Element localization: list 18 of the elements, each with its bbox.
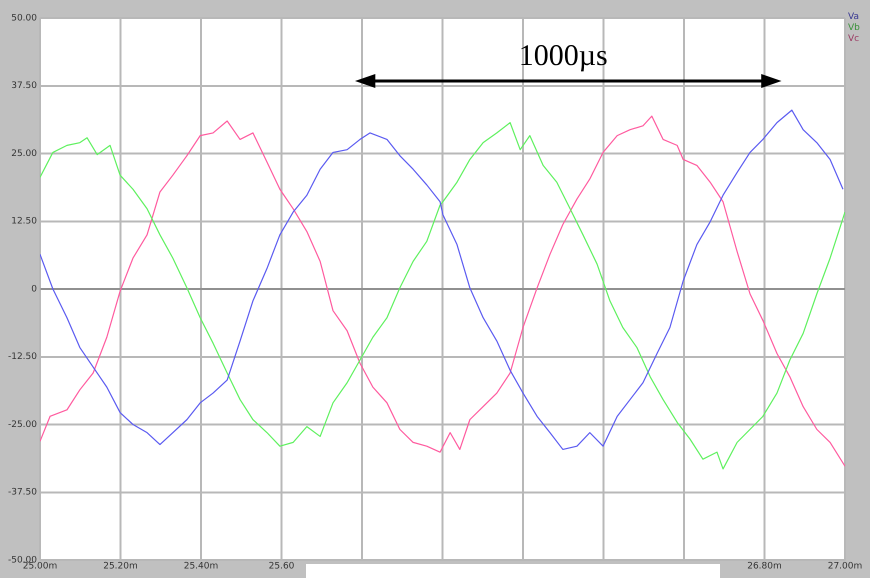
x-tick-label: 27.00m <box>828 562 862 572</box>
y-tick-label: 50.00 <box>11 13 38 24</box>
y-tick-label: -25.00 <box>8 420 38 430</box>
y-tick-label: -12.50 <box>8 352 38 362</box>
x-tick-label: 25.60 <box>268 562 295 572</box>
x-tick-label: 26.80m <box>747 562 782 572</box>
x-tick-label: 25.00m <box>22 562 58 572</box>
x-tick-label: 25.20m <box>103 562 138 572</box>
text: Vb <box>848 22 860 33</box>
y-tick-label: -37.50 <box>8 488 38 498</box>
x-tick-label: 25.40m <box>184 562 218 572</box>
y-tick-label: 0 <box>31 284 38 294</box>
text: Vc <box>848 34 860 44</box>
y-tick-label: 37.50 <box>11 81 38 92</box>
y-tick-label: 12.50 <box>11 216 38 227</box>
y-tick-label: 25.00 <box>11 148 38 159</box>
annotation: 1000µs <box>518 38 608 72</box>
text: Va <box>848 12 859 22</box>
